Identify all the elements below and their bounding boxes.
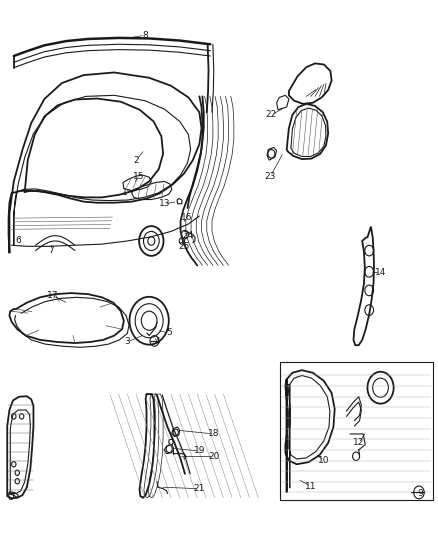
Text: 4: 4 [155, 337, 161, 346]
Text: 22: 22 [266, 110, 277, 119]
Text: 3: 3 [124, 337, 130, 346]
Text: 14: 14 [375, 269, 386, 277]
Text: 10: 10 [318, 456, 329, 465]
Text: 8: 8 [142, 31, 148, 40]
Text: 21: 21 [194, 484, 205, 493]
Text: 24: 24 [183, 231, 194, 240]
Text: 5: 5 [166, 328, 172, 337]
Text: 6: 6 [15, 237, 21, 246]
Text: 7: 7 [48, 246, 54, 255]
Text: 17: 17 [47, 291, 59, 300]
Text: 2: 2 [133, 156, 139, 165]
Text: 12: 12 [353, 439, 364, 448]
Text: 20: 20 [208, 452, 219, 461]
Text: 18: 18 [208, 430, 219, 439]
Text: 16: 16 [180, 213, 192, 222]
Text: 1: 1 [122, 188, 128, 197]
Text: 19: 19 [194, 447, 205, 456]
Text: 23: 23 [265, 172, 276, 181]
Bar [280, 362, 433, 500]
Text: 11: 11 [305, 481, 316, 490]
Text: 25: 25 [178, 242, 190, 251]
Text: 15: 15 [132, 172, 144, 181]
Text: 9: 9 [417, 489, 423, 498]
Text: 13: 13 [159, 199, 170, 208]
